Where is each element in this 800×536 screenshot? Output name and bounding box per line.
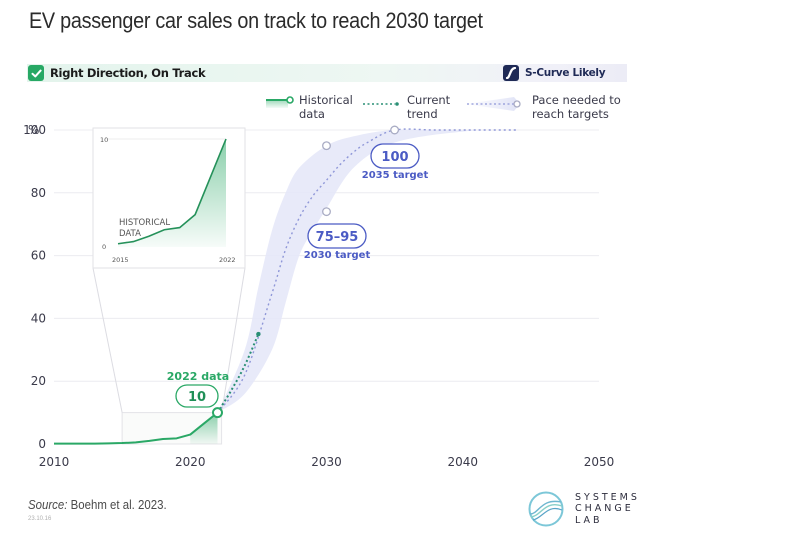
legend-pace-label: reach targets: [532, 107, 609, 121]
systems-change-lab-logo: SYSTEMS CHANGE LAB: [527, 490, 640, 528]
target-point: [322, 207, 331, 217]
annotation-2022-label: 2022 data: [167, 370, 229, 383]
status-badge: Right Direction, On Track: [27, 64, 206, 82]
pace-band: [217, 129, 518, 413]
check-icon: [28, 65, 44, 81]
data-point-2022: [212, 407, 223, 419]
current-trend-end-point: [256, 331, 261, 337]
s-curve-label: S-Curve Likely: [525, 67, 606, 79]
y-tick-label: 60: [31, 249, 46, 263]
annotation-2035-value: 100: [381, 150, 408, 165]
legend-pace-band-swatch: [465, 97, 520, 111]
annotation-2022-value: 10: [188, 390, 206, 405]
annotation-2030-label: 2030 target: [304, 250, 371, 261]
annotation-2022-pill: [175, 384, 219, 408]
s-curve-badge: S-Curve Likely: [503, 64, 606, 82]
date-code: 23.10.16: [28, 516, 52, 522]
inset-y-tick: 10: [100, 136, 108, 144]
legend-pace-marker: [513, 100, 521, 108]
x-tick-label: 2010: [39, 455, 70, 469]
legend-pace-label: Pace needed to: [532, 93, 621, 107]
x-tick-label: 2040: [447, 455, 478, 469]
annotation-2030-pill: [307, 223, 367, 249]
historical-area-fill: [190, 412, 218, 444]
source-label: Source:: [28, 497, 68, 512]
annotation-2035-label: 2035 target: [362, 170, 429, 181]
annotations: 2022 data 10 75–95 2030 target 100 2035 targe…: [167, 143, 429, 408]
x-tick-label: 2030: [311, 455, 342, 469]
s-curve-icon: [503, 65, 519, 81]
status-label: Right Direction, On Track: [50, 66, 206, 80]
x-axis: 2010 2020 2030 2040 2050: [39, 455, 615, 469]
inset-historical-line: [117, 138, 227, 245]
annotation-2030-value: 75–95: [316, 230, 359, 245]
legend-trend-label: trend: [407, 107, 438, 121]
legend-historical-marker: [286, 96, 294, 104]
legend-trend-marker: [395, 102, 399, 106]
y-tick-label: 40: [31, 311, 46, 325]
y-tick-label: 80: [31, 186, 46, 200]
historical-data-line: [54, 411, 219, 445]
source-text: Boehm et al. 2023.: [67, 497, 167, 512]
y-tick-label: 20: [31, 374, 46, 388]
x-tick-label: 2050: [584, 455, 615, 469]
inset-connector-line: [221, 267, 246, 413]
logo-line-1: SYSTEMS: [575, 491, 640, 503]
inset-x-tick: 2015: [112, 256, 129, 264]
y-axis: 0 20 40 60 80 100: [23, 123, 46, 451]
y-tick-label: 0: [38, 437, 46, 451]
legend-historical-label: data: [299, 107, 325, 121]
logo-line-3: LAB: [575, 514, 603, 526]
systems-change-lab-logo-icon: [528, 491, 564, 527]
logo-text: SYSTEMS CHANGE LAB: [575, 492, 640, 527]
inset-x-tick: 2022: [219, 256, 236, 264]
target-point: [322, 141, 331, 151]
legend-historical-label: Historical: [299, 93, 353, 107]
inset-connector-line: [92, 267, 123, 413]
chart-title: EV passenger car sales on track to reach…: [29, 8, 483, 33]
y-axis-unit-label: %: [28, 123, 39, 137]
target-point: [390, 125, 400, 135]
legend-trend-label: Current: [407, 93, 451, 107]
pace-band-area: [217, 129, 518, 413]
x-tick-label: 2020: [175, 455, 206, 469]
inset-y-tick: 0: [102, 243, 106, 251]
logo-line-2: CHANGE: [575, 503, 634, 515]
current-trend-line: [216, 333, 260, 414]
status-bar: Right Direction, On Track S-Curve Likely: [27, 64, 627, 82]
legend-historical-swatch-fill: [266, 100, 288, 108]
y-tick-label: 100: [23, 123, 46, 137]
inset-label: DATA: [119, 229, 141, 239]
pace-needed-line: [216, 128, 518, 414]
inset-label: HISTORICAL: [119, 218, 170, 228]
inset-area-fill: [118, 139, 226, 247]
annotation-2035-pill: [370, 143, 420, 169]
series: [54, 125, 518, 445]
source-note: Source: Boehm et al. 2023.: [28, 497, 167, 512]
inset-connector-lines: [92, 267, 246, 445]
